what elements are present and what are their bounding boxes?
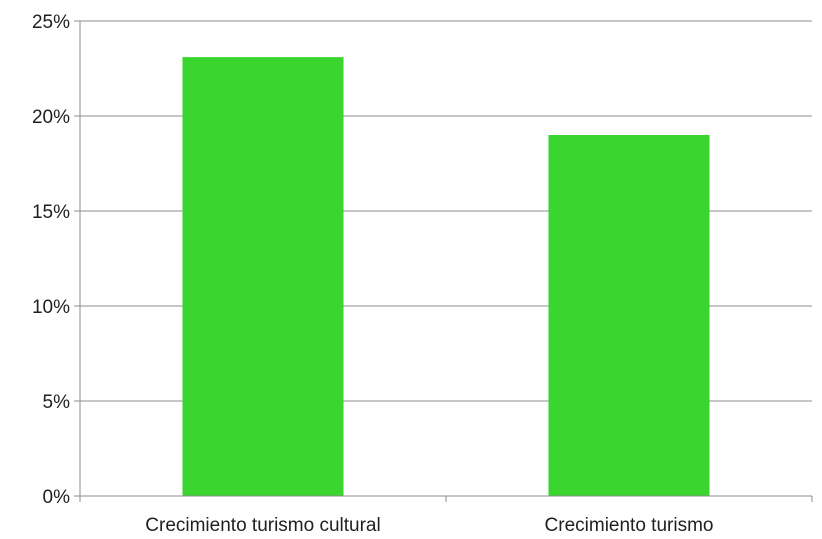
- bar-0: [182, 57, 344, 496]
- y-tick-label: 5%: [43, 392, 71, 413]
- bar-1: [548, 135, 710, 496]
- y-tick-label: 15%: [32, 202, 70, 223]
- y-tick-label: 25%: [32, 12, 70, 33]
- y-tick-label: 10%: [32, 297, 70, 318]
- x-axis: [79, 496, 813, 502]
- bars: [182, 57, 710, 496]
- y-tick-label: 20%: [32, 107, 70, 128]
- category-labels: Crecimiento turismo cultural Crecimiento …: [145, 515, 713, 536]
- x-category-label: Crecimiento turismo: [545, 515, 714, 536]
- x-category-label: Crecimiento turismo cultural: [145, 515, 380, 536]
- y-tick-label: 0%: [43, 487, 71, 508]
